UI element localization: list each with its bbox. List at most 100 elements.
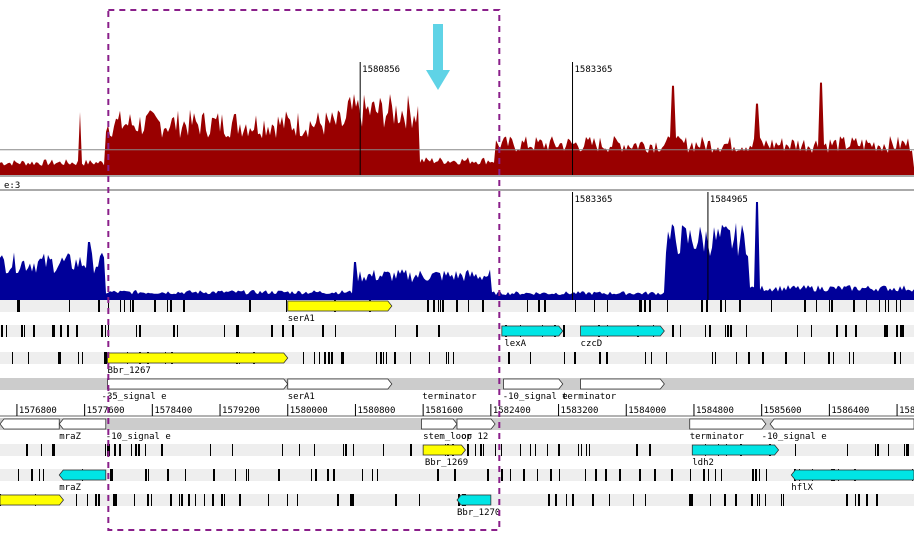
feature-tick bbox=[748, 352, 750, 364]
feature-tick bbox=[383, 352, 384, 364]
feature-tick bbox=[593, 494, 594, 506]
feature-tick bbox=[544, 300, 546, 312]
feature-tick bbox=[21, 325, 23, 337]
feature-tick bbox=[177, 325, 178, 337]
feature-tick bbox=[161, 444, 163, 456]
gene-feature bbox=[456, 494, 492, 506]
feature-tick bbox=[904, 444, 905, 456]
feature-tick bbox=[12, 352, 13, 364]
feature-tick bbox=[855, 494, 856, 506]
feature-tick bbox=[232, 444, 233, 456]
feature-tick bbox=[139, 325, 141, 337]
feature-tick bbox=[446, 352, 447, 364]
feature-tick bbox=[900, 300, 901, 312]
gene-label: stem_loop bbox=[423, 432, 472, 442]
feature-tick bbox=[319, 352, 320, 364]
gene-label: serA1 bbox=[288, 392, 315, 402]
feature-tick bbox=[331, 352, 333, 364]
feature-tick bbox=[501, 469, 503, 481]
feature-tick bbox=[828, 352, 830, 364]
feature-tick bbox=[482, 300, 484, 312]
feature-tick bbox=[108, 300, 109, 312]
feature-tick bbox=[39, 469, 40, 481]
feature-tick bbox=[866, 300, 867, 312]
feature-tick bbox=[148, 469, 149, 481]
feature-tick bbox=[345, 444, 347, 456]
gene-feature bbox=[456, 418, 496, 430]
feature-tick bbox=[639, 300, 641, 312]
feature-tick bbox=[131, 444, 132, 456]
feature-tick bbox=[589, 444, 590, 456]
feature-tick bbox=[383, 444, 384, 456]
feature-tick bbox=[167, 469, 169, 481]
feature-tick bbox=[28, 352, 29, 364]
feature-tick bbox=[195, 494, 196, 506]
feature-tick bbox=[651, 352, 652, 364]
feature-tick bbox=[416, 325, 418, 337]
axis-tick-label: 1584800 bbox=[696, 406, 734, 416]
feature-tick bbox=[170, 494, 172, 506]
feature-tick bbox=[594, 300, 595, 312]
feature-tick bbox=[372, 469, 373, 481]
feature-tick bbox=[53, 444, 55, 456]
feature-tick bbox=[581, 444, 582, 456]
gene-feature bbox=[0, 418, 60, 430]
feature-tick bbox=[82, 352, 83, 364]
feature-tick bbox=[43, 469, 44, 481]
feature-tick bbox=[797, 325, 798, 337]
feature-tick bbox=[721, 469, 722, 481]
gene-feature bbox=[58, 469, 107, 481]
feature-tick bbox=[575, 300, 576, 312]
feature-tick bbox=[467, 444, 469, 456]
feature-tick bbox=[672, 325, 674, 337]
feature-tick bbox=[886, 325, 888, 337]
gene-feature bbox=[287, 378, 393, 390]
feature-tick bbox=[736, 352, 737, 364]
feature-tick bbox=[442, 300, 443, 312]
feature-tick bbox=[853, 300, 855, 312]
feature-tick bbox=[829, 300, 830, 312]
feature-tick bbox=[645, 494, 646, 506]
feature-tick bbox=[888, 300, 889, 312]
axis-tick-label: 1582400 bbox=[493, 406, 531, 416]
axis-tick-label: 158 bbox=[899, 406, 914, 416]
feature-tick bbox=[708, 469, 709, 481]
feature-tick bbox=[221, 494, 223, 506]
feature-tick bbox=[26, 444, 28, 456]
feature-tick bbox=[885, 300, 886, 312]
feature-tick bbox=[282, 325, 284, 337]
feature-tick bbox=[34, 325, 35, 337]
axis-tick-label: 1581600 bbox=[425, 406, 463, 416]
gene-feature bbox=[0, 494, 64, 506]
axis-tick-label: 1578400 bbox=[154, 406, 192, 416]
feature-tick bbox=[720, 300, 722, 312]
feature-tick bbox=[595, 469, 597, 481]
feature-tick bbox=[134, 494, 135, 506]
track-label: e:3 bbox=[4, 181, 20, 191]
feature-tick bbox=[52, 325, 53, 337]
coverage-track-red: 1580856 1583365 bbox=[0, 62, 914, 191]
feature-tick bbox=[666, 352, 667, 364]
feature-tick bbox=[709, 325, 711, 337]
feature-tick bbox=[530, 444, 531, 456]
feature-tick bbox=[145, 444, 146, 456]
feature-tick bbox=[24, 325, 25, 337]
feature-tick bbox=[858, 494, 860, 506]
feature-tick bbox=[487, 469, 489, 481]
gene-label: mraZ bbox=[59, 483, 81, 493]
feature-tick bbox=[563, 325, 565, 337]
gene-feature bbox=[287, 300, 393, 312]
feature-tick bbox=[836, 325, 838, 337]
feature-tick bbox=[501, 444, 502, 456]
feature-tick bbox=[701, 300, 703, 312]
feature-tick bbox=[181, 494, 183, 506]
feature-tick bbox=[585, 469, 586, 481]
feature-tick bbox=[833, 352, 834, 364]
feature-tick bbox=[419, 494, 420, 506]
feature-tick bbox=[619, 469, 621, 481]
feature-tick bbox=[712, 352, 713, 364]
gene-label: terminator bbox=[690, 432, 745, 442]
feature-tick bbox=[6, 325, 7, 337]
feature-tick bbox=[328, 352, 330, 364]
